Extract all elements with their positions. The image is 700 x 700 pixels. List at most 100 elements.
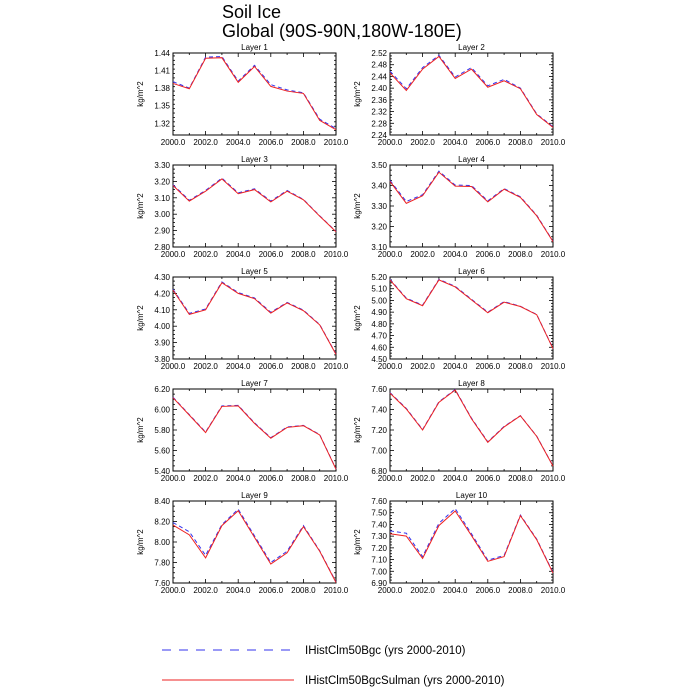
x-tick-label: 2000.0 <box>161 586 186 595</box>
y-tick-label: 5.80 <box>154 426 170 435</box>
panel-layer-3: Layer 3 kg/m^2 2000.0 2002.0 2004.0 2006.0 200… <box>136 155 349 259</box>
x-tick-label: 2000.0 <box>378 138 403 147</box>
panel-title: Layer 7 <box>241 379 268 388</box>
series-line-ihistclm50bgcsulman <box>172 178 337 233</box>
y-tick-label: 7.40 <box>371 406 387 415</box>
x-tick-label: 2002.0 <box>410 138 435 147</box>
plot-frame <box>389 500 554 584</box>
x-tick-label: 2006.0 <box>259 586 284 595</box>
y-tick-label: 3.90 <box>154 339 170 348</box>
y-tick-label: 7.40 <box>371 520 387 529</box>
series-line-ihistclm50bgcsulman <box>389 171 554 242</box>
x-tick-label: 2010.0 <box>541 362 566 371</box>
panel-title: Layer 5 <box>241 267 268 276</box>
x-tick-label: 2008.0 <box>291 586 316 595</box>
x-tick-label: 2008.0 <box>508 474 533 483</box>
y-tick-label: 4.10 <box>154 306 170 315</box>
x-tick-label: 2008.0 <box>291 474 316 483</box>
y-tick-label: 2.48 <box>371 61 387 70</box>
y-tick-label: 3.00 <box>154 210 170 219</box>
panel-layer-10: Layer 10 kg/m^2 2000.0 2002.0 2004.0 2006.0 20… <box>353 491 566 595</box>
y-axis-label: kg/m^2 <box>136 81 145 107</box>
x-tick-label: 2002.0 <box>193 586 218 595</box>
y-tick-label: 4.80 <box>371 320 387 329</box>
y-tick-label: 3.10 <box>154 194 170 203</box>
figure-title-line-2: Global (90S-90N,180W-180E) <box>222 21 462 41</box>
y-tick-label: 2.80 <box>154 243 170 252</box>
y-tick-label: 2.36 <box>371 96 387 105</box>
x-tick-label: 2010.0 <box>324 362 349 371</box>
series-line-ihistclm50bgc <box>389 170 554 242</box>
panel-title: Layer 6 <box>458 267 485 276</box>
plot-frame <box>389 52 554 136</box>
x-tick-label: 2010.0 <box>324 250 349 259</box>
series-line-ihistclm50bgcsulman <box>172 57 337 131</box>
y-tick-label: 6.90 <box>371 579 387 588</box>
x-tick-label: 2006.0 <box>259 250 284 259</box>
x-tick-label: 2004.0 <box>226 138 251 147</box>
y-tick-label: 4.90 <box>371 308 387 317</box>
plot-frame <box>172 500 337 584</box>
y-tick-label: 4.30 <box>154 273 170 282</box>
x-tick-label: 2004.0 <box>226 362 251 371</box>
x-tick-label: 2002.0 <box>193 250 218 259</box>
y-tick-label: 1.41 <box>154 67 170 76</box>
legend: IHistClm50Bgc (yrs 2000-2010) IHistClm50… <box>162 645 505 687</box>
x-tick-label: 2008.0 <box>508 250 533 259</box>
x-tick-label: 2006.0 <box>476 138 501 147</box>
x-tick-label: 2000.0 <box>378 586 403 595</box>
y-tick-label: 7.00 <box>371 567 387 576</box>
figure-title-line-1: Soil Ice <box>222 2 281 22</box>
series-line-ihistclm50bgcsulman <box>389 510 554 574</box>
y-tick-label: 4.20 <box>154 289 170 298</box>
y-tick-label: 2.52 <box>371 49 387 58</box>
y-tick-label: 7.60 <box>154 579 170 588</box>
y-tick-label: 2.90 <box>154 227 170 236</box>
x-tick-label: 2000.0 <box>378 250 403 259</box>
x-tick-label: 2006.0 <box>259 138 284 147</box>
plot-frame <box>389 276 554 360</box>
x-tick-label: 2000.0 <box>161 362 186 371</box>
y-tick-label: 7.10 <box>371 556 387 565</box>
legend-label-ihistclm50bgcsulman: IHistClm50BgcSulman (yrs 2000-2010) <box>305 675 505 687</box>
panel-title: Layer 10 <box>456 491 488 500</box>
panel-layer-6: Layer 6 kg/m^2 2000.0 2002.0 2004.0 2006.0 200… <box>353 267 566 371</box>
x-tick-label: 2002.0 <box>193 474 218 483</box>
panel-layer-9: Layer 9 kg/m^2 2000.0 2002.0 2004.0 2006.0 200… <box>136 491 349 595</box>
y-tick-label: 4.00 <box>154 322 170 331</box>
x-tick-label: 2004.0 <box>226 474 251 483</box>
x-tick-label: 2008.0 <box>508 138 533 147</box>
x-tick-label: 2002.0 <box>193 362 218 371</box>
series-line-ihistclm50bgcsulman <box>172 509 337 583</box>
y-tick-label: 1.32 <box>154 119 170 128</box>
panel-title: Layer 1 <box>241 43 268 52</box>
x-tick-label: 2006.0 <box>259 474 284 483</box>
y-tick-label: 3.80 <box>154 355 170 364</box>
x-tick-label: 2004.0 <box>443 250 468 259</box>
x-tick-label: 2000.0 <box>161 474 186 483</box>
x-tick-label: 2000.0 <box>378 474 403 483</box>
panel-layer-2: Layer 2 kg/m^2 2000.0 2002.0 2004.0 2006.0 200… <box>353 43 566 147</box>
x-tick-label: 2002.0 <box>410 474 435 483</box>
x-tick-label: 2002.0 <box>410 586 435 595</box>
x-tick-label: 2004.0 <box>443 586 468 595</box>
y-tick-label: 7.20 <box>371 544 387 553</box>
series-line-ihistclm50bgc <box>389 54 554 128</box>
panel-layer-4: Layer 4 kg/m^2 2000.0 2002.0 2004.0 2006.0 200… <box>353 155 566 259</box>
series-line-ihistclm50bgc <box>172 177 337 232</box>
series-line-ihistclm50bgcsulman <box>389 55 554 128</box>
y-tick-label: 1.44 <box>154 49 170 58</box>
y-tick-label: 3.50 <box>371 161 387 170</box>
series-line-ihistclm50bgc <box>172 281 337 355</box>
panel-title: Layer 8 <box>458 379 485 388</box>
x-tick-label: 2008.0 <box>508 586 533 595</box>
y-tick-label: 8.00 <box>154 538 170 547</box>
x-tick-label: 2000.0 <box>161 250 186 259</box>
x-tick-label: 2004.0 <box>226 586 251 595</box>
y-tick-label: 2.44 <box>371 72 387 81</box>
plot-frame <box>389 388 554 472</box>
panel-layer-8: Layer 8 kg/m^2 2000.0 2002.0 2004.0 2006.0 200… <box>353 379 566 483</box>
x-tick-label: 2006.0 <box>476 586 501 595</box>
x-tick-label: 2010.0 <box>541 586 566 595</box>
